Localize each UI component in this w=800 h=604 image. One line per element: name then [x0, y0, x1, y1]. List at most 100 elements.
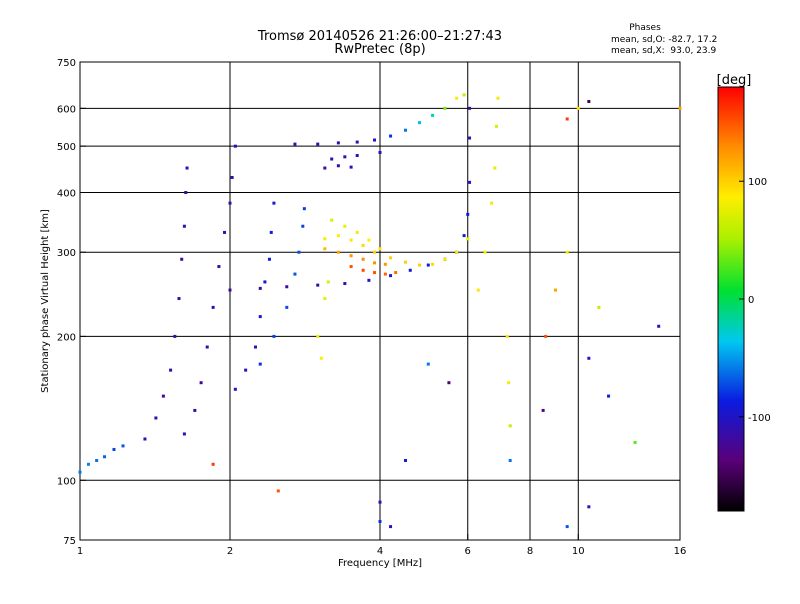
colorbar-tick-label: 100 [748, 177, 767, 188]
data-point [349, 265, 353, 269]
data-point [361, 268, 365, 272]
data-point [228, 201, 232, 205]
data-point [182, 224, 186, 228]
data-point [378, 500, 382, 504]
x-axis-ticks: 1 2 4 6 8 10 16 [77, 534, 686, 557]
data-point [223, 230, 227, 234]
plot-area: 1 2 4 6 8 10 16 75 100 200 300 400 500 600 750 [57, 58, 686, 557]
colorbar-ticks: 100 0 -100 [739, 177, 771, 424]
data-point [597, 305, 601, 309]
data-point [272, 201, 276, 205]
data-point [383, 262, 387, 266]
colorbar-tick-label: 0 [748, 295, 754, 306]
x-tick-label: 2 [227, 546, 233, 557]
data-point [394, 271, 398, 275]
data-point [466, 212, 470, 216]
data-point [319, 356, 323, 360]
data-point [455, 96, 459, 100]
y-tick-label: 100 [57, 476, 76, 487]
data-point [476, 288, 480, 292]
data-point [493, 166, 497, 170]
data-point [267, 257, 271, 261]
data-point [244, 368, 248, 372]
y-tick-label: 500 [57, 142, 76, 153]
data-point [258, 315, 262, 319]
data-point [361, 243, 365, 247]
x-tick-label: 4 [377, 546, 383, 557]
data-point [408, 268, 412, 272]
data-point [323, 237, 327, 241]
x-tick-label: 6 [465, 546, 471, 557]
data-point [389, 274, 393, 278]
data-point [330, 157, 334, 161]
data-point [431, 262, 435, 266]
data-point [367, 238, 371, 242]
data-point [78, 470, 82, 474]
data-point [455, 250, 459, 254]
data-point [373, 271, 377, 275]
data-point [657, 324, 661, 328]
data-point [103, 455, 107, 459]
y-tick-label: 400 [57, 188, 76, 199]
data-point [205, 345, 209, 349]
stats-heading: Phases [629, 23, 661, 33]
y-tick-label: 600 [57, 104, 76, 115]
data-point [336, 141, 340, 145]
data-point [383, 272, 387, 276]
colorbar-tick-label: -100 [748, 413, 771, 424]
data-point [678, 106, 682, 110]
data-point [378, 247, 382, 251]
data-point [323, 297, 327, 301]
data-point [417, 263, 421, 267]
data-point [443, 257, 447, 261]
data-point [285, 285, 289, 289]
data-point [185, 166, 189, 170]
data-point [367, 278, 371, 282]
data-point [272, 334, 276, 338]
data-point [253, 345, 257, 349]
data-point [361, 257, 365, 261]
data-point [276, 489, 280, 493]
data-point [508, 424, 512, 428]
data-point [483, 250, 487, 254]
data-point [258, 362, 262, 366]
data-point [285, 305, 289, 309]
data-point [576, 106, 580, 110]
data-point [161, 394, 165, 398]
data-point [121, 444, 125, 448]
data-point [263, 280, 267, 284]
data-point [389, 256, 393, 260]
data-point [316, 142, 320, 146]
data-point [182, 432, 186, 436]
data-point [426, 362, 430, 366]
data-point [217, 265, 221, 269]
data-point [297, 250, 301, 254]
y-tick-label: 750 [57, 58, 76, 69]
data-point [343, 155, 347, 159]
chart-subtitle: RwPretec (8p) [334, 42, 425, 57]
grid-lines [80, 62, 680, 540]
data-point [462, 234, 466, 238]
data-point [316, 283, 320, 287]
data-point [326, 280, 330, 284]
data-point [184, 190, 188, 194]
data-point [587, 356, 591, 360]
data-point [336, 250, 340, 254]
data-point [233, 387, 237, 391]
y-tick-label: 75 [63, 536, 76, 547]
data-point [389, 134, 393, 138]
data-point [86, 462, 90, 466]
y-tick-label: 200 [57, 332, 76, 343]
data-point [565, 525, 569, 529]
data-point [269, 230, 273, 234]
data-point [505, 334, 509, 338]
data-point [211, 462, 215, 466]
data-point [496, 96, 500, 100]
x-tick-label: 8 [527, 546, 533, 557]
data-point [301, 224, 305, 228]
x-tick-label: 10 [572, 546, 585, 557]
data-point [403, 260, 407, 264]
data-point [293, 142, 297, 146]
data-point [565, 117, 569, 121]
data-point [199, 381, 203, 385]
